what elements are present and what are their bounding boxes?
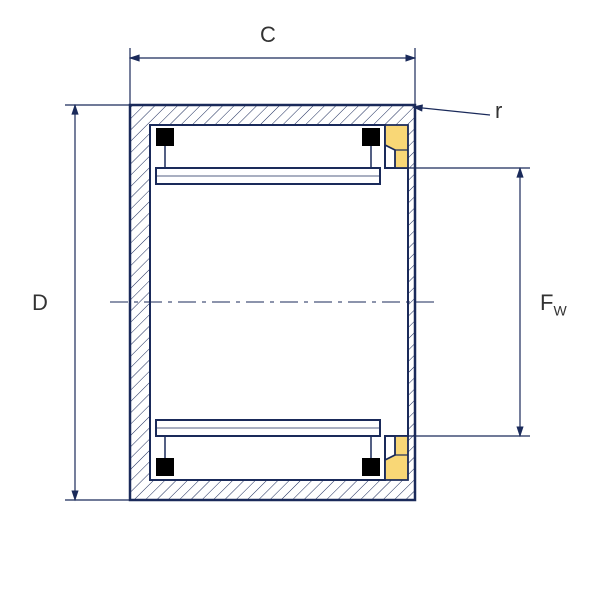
label-d: D [32,290,48,316]
label-c: C [260,22,276,48]
dimension-c [130,48,415,105]
dimension-r [413,107,490,115]
corner-square-icon [156,128,174,146]
seal-top [385,125,408,168]
bearing-cross-section-diagram [0,0,600,600]
roller-bottom [156,420,380,436]
label-r: r [495,98,502,124]
corner-square-icon [362,458,380,476]
corner-square-icon [362,128,380,146]
roller-top [156,168,380,184]
label-fw: FW [540,290,567,318]
corner-square-icon [156,458,174,476]
seal-bottom [385,436,408,480]
